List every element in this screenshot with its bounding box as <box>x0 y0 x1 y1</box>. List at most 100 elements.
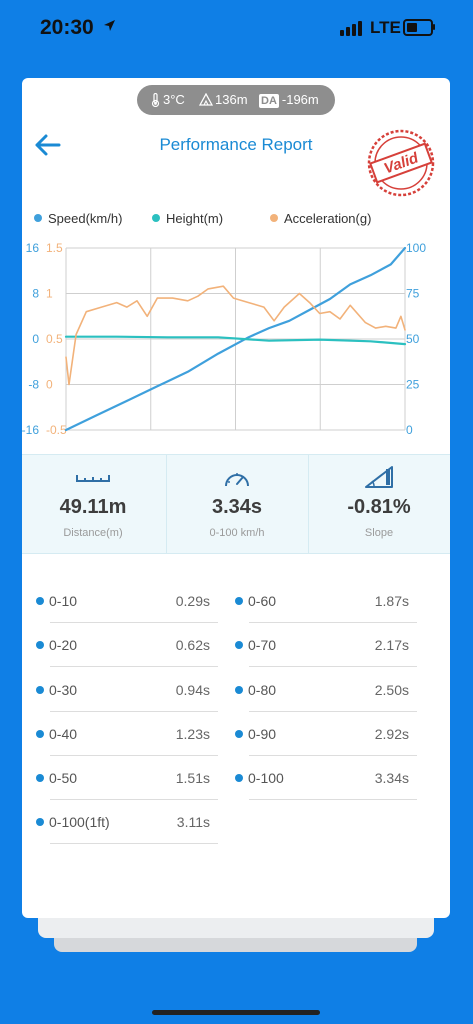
y-tick-acceleration: 1 <box>46 287 53 301</box>
legend-dot <box>270 214 278 222</box>
legend-label: Speed(km/h) <box>48 211 123 226</box>
split-dot <box>36 641 44 649</box>
thermometer-icon <box>151 93 160 107</box>
split-row: 0-100 3.34s <box>235 763 417 807</box>
split-time: 3.11s <box>176 814 210 830</box>
split-time: 2.92s <box>374 726 409 742</box>
legend-dot <box>34 214 42 222</box>
split-row: 0-30 0.94s <box>36 675 218 719</box>
split-dot <box>36 597 44 605</box>
split-range: 0-40 <box>49 726 78 742</box>
acceleration-time-value: 3.34s <box>211 496 263 518</box>
split-dot <box>235 686 243 694</box>
battery-level <box>407 23 417 32</box>
status-time: 20:30 <box>40 16 94 39</box>
series-line-speed <box>64 246 407 432</box>
y-tick-acceleration: -0.5 <box>46 423 67 437</box>
split-time: 1.51s <box>175 770 210 786</box>
y-tick-acceleration: 1.5 <box>46 241 63 255</box>
legend-acceleration: Acceleration(g) <box>270 211 371 226</box>
valid-stamp: Valid <box>367 129 435 197</box>
split-divider <box>50 799 218 800</box>
distance-value: 49.11m <box>59 496 127 518</box>
split-time: 0.94s <box>175 682 210 698</box>
split-dot <box>36 686 44 694</box>
split-range: 0-90 <box>248 726 277 742</box>
slope-label: Slope <box>364 527 394 539</box>
split-row: 0-20 0.62s <box>36 630 218 674</box>
series-line-acceleration <box>65 285 406 386</box>
split-time: 2.17s <box>374 637 409 653</box>
cellular-signal-icon <box>340 21 362 36</box>
slope-value: -0.81% <box>347 496 411 518</box>
y-tick-acceleration: 0.5 <box>46 332 63 346</box>
density-altitude-value: -196m <box>281 92 319 107</box>
split-divider <box>50 843 218 844</box>
split-dot <box>235 597 243 605</box>
battery-icon <box>403 19 433 36</box>
split-time: 0.62s <box>175 637 210 653</box>
split-divider <box>249 666 417 667</box>
split-row: 0-100(1ft) 3.11s <box>36 807 218 851</box>
split-row: 0-60 1.87s <box>235 586 417 630</box>
split-row: 0-90 2.92s <box>235 719 417 763</box>
metric-distance: 49.11m Distance(m) <box>22 455 164 553</box>
status-bar: 20:30 LTE <box>0 0 473 60</box>
mountain-icon <box>199 93 213 106</box>
legend-label: Acceleration(g) <box>284 211 372 226</box>
acceleration-time-label: 0-100 km/h <box>209 527 265 539</box>
split-dot <box>235 641 243 649</box>
metrics-panel: 49.11m Distance(m) 3.34s 0-100 km/h -0.8… <box>22 454 450 554</box>
split-range: 0-100(1ft) <box>49 814 110 830</box>
split-row: 0-10 0.29s <box>36 586 218 630</box>
legend-height: Height(m) <box>152 211 223 226</box>
split-range: 0-50 <box>49 770 78 786</box>
split-dot <box>36 730 44 738</box>
split-divider <box>249 622 417 623</box>
split-divider <box>249 799 417 800</box>
y-tick-speed-scale: 16 <box>26 241 40 255</box>
split-row: 0-70 2.17s <box>235 630 417 674</box>
split-range: 0-30 <box>49 682 78 698</box>
split-divider <box>249 711 417 712</box>
split-row: 0-40 1.23s <box>36 719 218 763</box>
card-stack-shadow-1 <box>38 918 434 938</box>
metric-divider <box>308 455 309 553</box>
split-range: 0-20 <box>49 637 78 653</box>
y-tick-right: 100 <box>406 241 426 255</box>
split-time: 3.34s <box>374 770 409 786</box>
home-indicator <box>152 1010 320 1015</box>
split-row: 0-50 1.51s <box>36 763 218 807</box>
metric-divider <box>166 455 167 553</box>
split-divider <box>249 755 417 756</box>
split-time: 0.29s <box>175 593 210 609</box>
split-dot <box>36 818 44 826</box>
performance-chart: 16 8 0 -8 -16 1.5 1 0.5 0 -0.5 100 75 50 25 0 <box>22 241 426 437</box>
split-range: 0-60 <box>248 593 277 609</box>
split-row: 0-80 2.50s <box>235 675 417 719</box>
metric-slope: -0.81% Slope <box>308 455 450 553</box>
battery-nub <box>433 24 435 30</box>
split-divider <box>50 711 218 712</box>
temperature-value: 3°C <box>163 92 185 107</box>
split-time: 1.23s <box>175 726 210 742</box>
network-type: LTE <box>370 18 401 37</box>
y-tick-speed-scale: -16 <box>22 423 39 437</box>
split-range: 0-80 <box>248 682 277 698</box>
y-tick-right: 50 <box>406 332 420 346</box>
split-divider <box>50 666 218 667</box>
split-time: 2.50s <box>374 682 409 698</box>
legend-dot <box>152 214 160 222</box>
y-tick-right: 0 <box>406 423 413 437</box>
y-tick-right: 25 <box>406 378 420 392</box>
location-arrow-icon <box>104 20 115 31</box>
split-range: 0-100 <box>248 770 284 786</box>
split-dot <box>235 774 243 782</box>
distance-label: Distance(m) <box>63 527 123 539</box>
y-tick-speed-scale: 0 <box>32 332 39 346</box>
back-arrow-icon[interactable] <box>30 128 64 162</box>
y-tick-speed-scale: 8 <box>32 287 39 301</box>
conditions-pill: 3°C 136m DA -196m <box>137 85 335 115</box>
legend-label: Height(m) <box>166 211 224 226</box>
performance-report-card: 3°C 136m DA -196m Performance Report Vali… <box>22 78 450 918</box>
